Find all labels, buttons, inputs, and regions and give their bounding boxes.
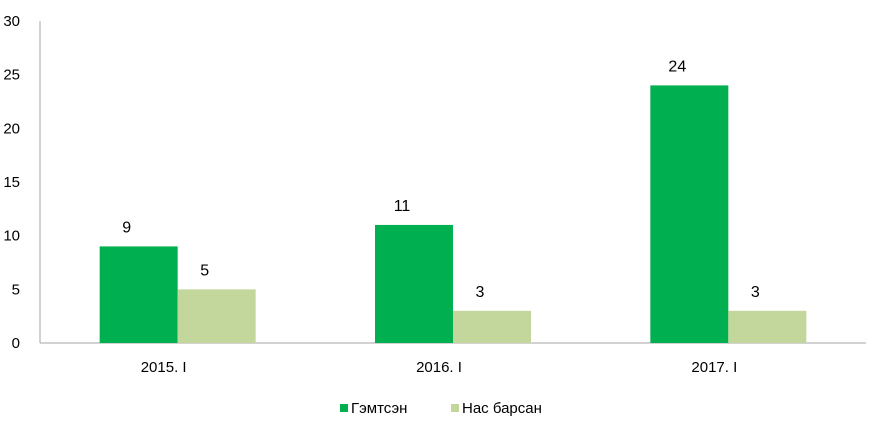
- data-label: 3: [476, 284, 485, 301]
- y-tick-label: 30: [3, 13, 20, 30]
- y-tick-label: 25: [3, 67, 20, 84]
- y-tick-label: 20: [3, 120, 20, 137]
- y-tick-label: 0: [12, 335, 20, 352]
- data-label: 9: [122, 219, 131, 236]
- y-tick-label: 5: [12, 281, 20, 298]
- x-tick-label: 2016. I: [416, 359, 462, 376]
- bar-deceased-2: [453, 310, 531, 343]
- legend-swatch: [451, 404, 459, 412]
- bars: [99, 85, 807, 344]
- legend-label: Нас барсан: [462, 400, 542, 417]
- x-tick-label: 2017. I: [691, 359, 737, 376]
- data-label: 11: [394, 198, 411, 215]
- y-tick-label: 15: [3, 174, 20, 191]
- legend-label: Гэмтсэн: [351, 400, 407, 417]
- data-label: 24: [668, 58, 686, 75]
- x-axis-labels: 2015. I 2016. I 2017. I: [141, 359, 738, 376]
- bar-injured-1: [99, 246, 178, 343]
- bar-injured-3: [650, 85, 729, 344]
- legend-swatch: [340, 404, 348, 412]
- y-axis-ticks: 0 5 10 15 20 25 30: [3, 13, 20, 352]
- x-tick-label: 2015. I: [141, 359, 187, 376]
- data-labels: 9 5 11 3 24 3: [122, 58, 760, 300]
- y-tick-label: 10: [3, 228, 20, 245]
- legend: Гэмтсэн Нас барсан: [340, 400, 542, 417]
- bar-injured-2: [375, 224, 453, 343]
- data-label: 3: [751, 284, 760, 301]
- data-label: 5: [200, 262, 209, 279]
- bar-deceased-3: [728, 310, 807, 343]
- bar-deceased-1: [177, 289, 256, 343]
